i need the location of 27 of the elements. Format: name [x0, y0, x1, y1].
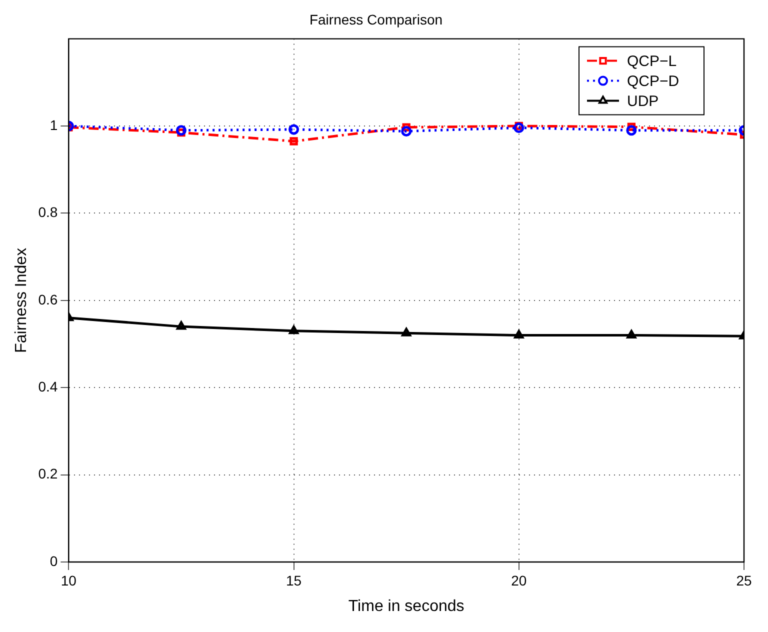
- x-tick-label: 20: [511, 572, 527, 588]
- chart-title: Fairness Comparison: [309, 11, 443, 28]
- legend-label: QCP−L: [627, 52, 677, 70]
- y-tick-label: 0.2: [38, 466, 58, 482]
- point: [626, 330, 636, 339]
- point: [401, 126, 412, 136]
- x-tick-label: 10: [60, 572, 77, 588]
- point: [176, 321, 186, 330]
- y-tick-label: 0.6: [38, 291, 58, 308]
- point: [514, 330, 524, 339]
- y-tick-label: 0.4: [38, 378, 58, 394]
- y-axis-title: Fairness Index: [13, 248, 30, 353]
- x-tick-label: 25: [736, 572, 752, 588]
- point: [176, 125, 186, 136]
- x-axis-title: Time in seconds: [348, 598, 464, 615]
- legend-label: QCP−D: [627, 72, 680, 90]
- y-tick-label: 0: [50, 552, 58, 569]
- y-tick-label: 0.8: [38, 204, 58, 220]
- point: [626, 125, 637, 136]
- x-tick-label: 15: [286, 572, 302, 588]
- point: [289, 326, 298, 334]
- point: [402, 328, 412, 336]
- point: [514, 122, 524, 133]
- y-tick-label: 1: [50, 116, 58, 133]
- point: [288, 124, 300, 135]
- legend-label: UDP: [627, 92, 659, 110]
- point: [290, 137, 298, 146]
